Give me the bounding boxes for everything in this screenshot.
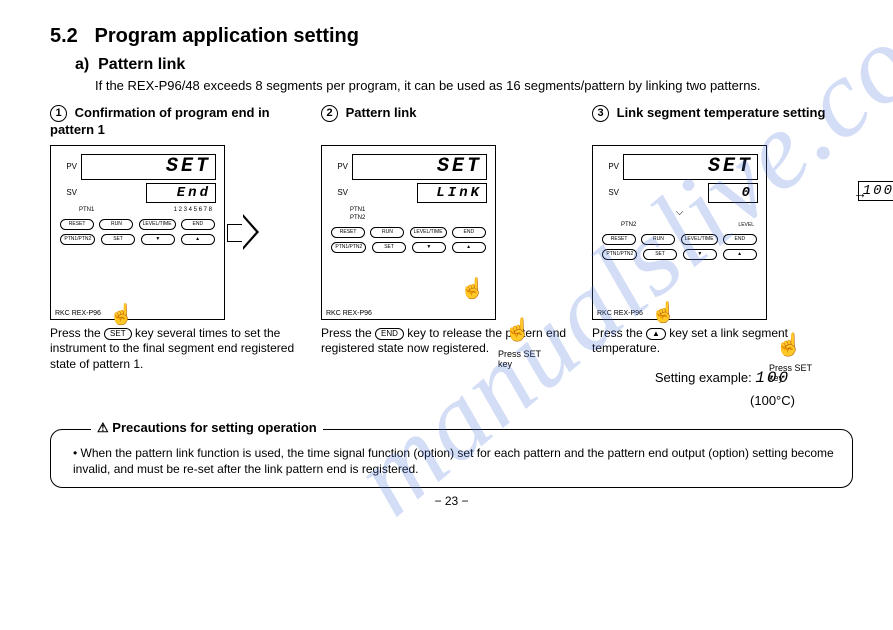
subsection-heading: a) Pattern link	[75, 56, 853, 74]
section-title: Program application setting	[94, 25, 358, 47]
up-key-icon: ▲	[646, 328, 666, 340]
run-button: RUN	[370, 227, 404, 238]
subsection-letter: a)	[75, 56, 89, 73]
ptn-button: PTN1/PTN2	[602, 249, 637, 260]
step-3-title: 3 Link segment temperature setting	[592, 105, 853, 139]
up-button: ▲	[452, 242, 486, 253]
ptn-button: PTN1/PTN2	[331, 242, 366, 253]
device-model-2: RKC REX-P96	[326, 310, 372, 317]
section-heading: 5.2 Program application setting	[50, 25, 853, 48]
segment-indicators-1: PTN1 1 2 3 4 5 6 7 8	[59, 207, 216, 213]
subsection-intro: If the REX-P96/48 exceeds 8 segments per…	[95, 78, 853, 95]
pv-label: PV	[59, 162, 77, 171]
sv-display-3: 0	[708, 183, 758, 203]
device-panel-2: PV SET SV LInK PTN1 PTN2 RESET	[321, 145, 496, 320]
down-button: ▼	[683, 249, 717, 260]
step-1: 1 Confirmation of program end in pattern…	[50, 105, 311, 385]
run-button: RUN	[641, 234, 675, 245]
arrow-icon-1	[227, 212, 257, 252]
step-number-1: 1	[50, 105, 67, 122]
pv-display-2: SET	[352, 154, 487, 180]
sv-label: SV	[59, 188, 77, 197]
ptn-button: PTN1/PTN2	[60, 234, 95, 245]
page-number: − 23 −	[50, 494, 853, 508]
reset-button: RESET	[331, 227, 365, 238]
chevron-down-icon: ⌵	[601, 207, 758, 218]
up-button: ▲	[181, 234, 215, 245]
steps-container: 1 Confirmation of program end in pattern…	[50, 105, 853, 421]
level-time-button: LEVEL/TIME	[681, 234, 718, 245]
down-button: ▼	[412, 242, 446, 253]
step-2-title-text: Pattern link	[346, 105, 417, 120]
hand-icon-3: ☝	[651, 300, 676, 325]
precaution-title: ⚠ Precautions for setting operation	[91, 420, 323, 436]
button-row-1a: RESET RUN LEVEL/TIME END	[59, 219, 216, 230]
device-model-1: RKC REX-P96	[55, 310, 101, 317]
hand-icon-1: ☝	[109, 302, 134, 327]
pv-display-1: SET	[81, 154, 216, 180]
end-key-icon: END	[375, 328, 404, 340]
precaution-body: • When the pattern link function is used…	[73, 446, 836, 477]
reset-button: RESET	[60, 219, 94, 230]
manual-page: manualslive.com 5.2 Program application …	[0, 0, 893, 518]
set-button: SET	[372, 242, 406, 253]
device-panel-3: PV SET SV 0 ⌵ PTN2 LEVEL RESET RUN	[592, 145, 767, 320]
press-set-label-2: Press SET key	[498, 350, 553, 370]
example-unit: (100°C)	[750, 393, 795, 408]
sv-display-1: End	[146, 183, 216, 203]
end-button: END	[452, 227, 486, 238]
device-panel-1: PV SET SV End PTN1 1 2 3 4 5 6 7 8 RESET…	[50, 145, 225, 320]
subsection-title: Pattern link	[98, 56, 185, 73]
step-2: 2 Pattern link PV SET SV LInK PTN1	[321, 105, 582, 369]
device-model-3: RKC REX-P96	[597, 310, 643, 317]
set-key-icon: SET	[104, 328, 132, 340]
step-1-text: Press the SET key several times to set t…	[50, 326, 311, 373]
sv-display-2: LInK	[417, 183, 487, 203]
button-row-1b: PTN1/PTN2 SET ▼ ▲	[59, 234, 216, 245]
end-button: END	[181, 219, 215, 230]
down-button: ▼	[141, 234, 175, 245]
precaution-box: ⚠ Precautions for setting operation • Wh…	[50, 429, 853, 488]
end-button: END	[723, 234, 757, 245]
pv-display-3: SET	[623, 154, 758, 180]
step-number-3: 3	[592, 105, 609, 122]
step-3-text: Press the ▲ key set a link segment tempe…	[592, 326, 853, 357]
warning-icon: ⚠	[97, 420, 109, 435]
run-button: RUN	[99, 219, 133, 230]
step-2-title: 2 Pattern link	[321, 105, 582, 139]
hand-icon-2: ☝	[460, 276, 485, 301]
set-button: SET	[101, 234, 135, 245]
set-key-press-icon: ☝	[504, 317, 531, 343]
arrow-icon: →	[853, 185, 867, 201]
level-time-button: LEVEL/TIME	[139, 219, 176, 230]
section-number: 5.2	[50, 25, 78, 47]
step-3-title-text: Link segment temperature setting	[617, 105, 826, 120]
reset-button: RESET	[602, 234, 636, 245]
step-1-title-text: Confirmation of program end in pattern 1	[50, 105, 270, 137]
set-key-press-icon-3: ☝	[775, 332, 802, 358]
set-button: SET	[643, 249, 677, 260]
step-number-2: 2	[321, 105, 338, 122]
step-1-title: 1 Confirmation of program end in pattern…	[50, 105, 311, 139]
step-3: 3 Link segment temperature setting PV SE…	[592, 105, 853, 421]
press-set-label-3: Press SET key	[769, 364, 824, 384]
level-time-button: LEVEL/TIME	[410, 227, 447, 238]
up-button: ▲	[723, 249, 757, 260]
